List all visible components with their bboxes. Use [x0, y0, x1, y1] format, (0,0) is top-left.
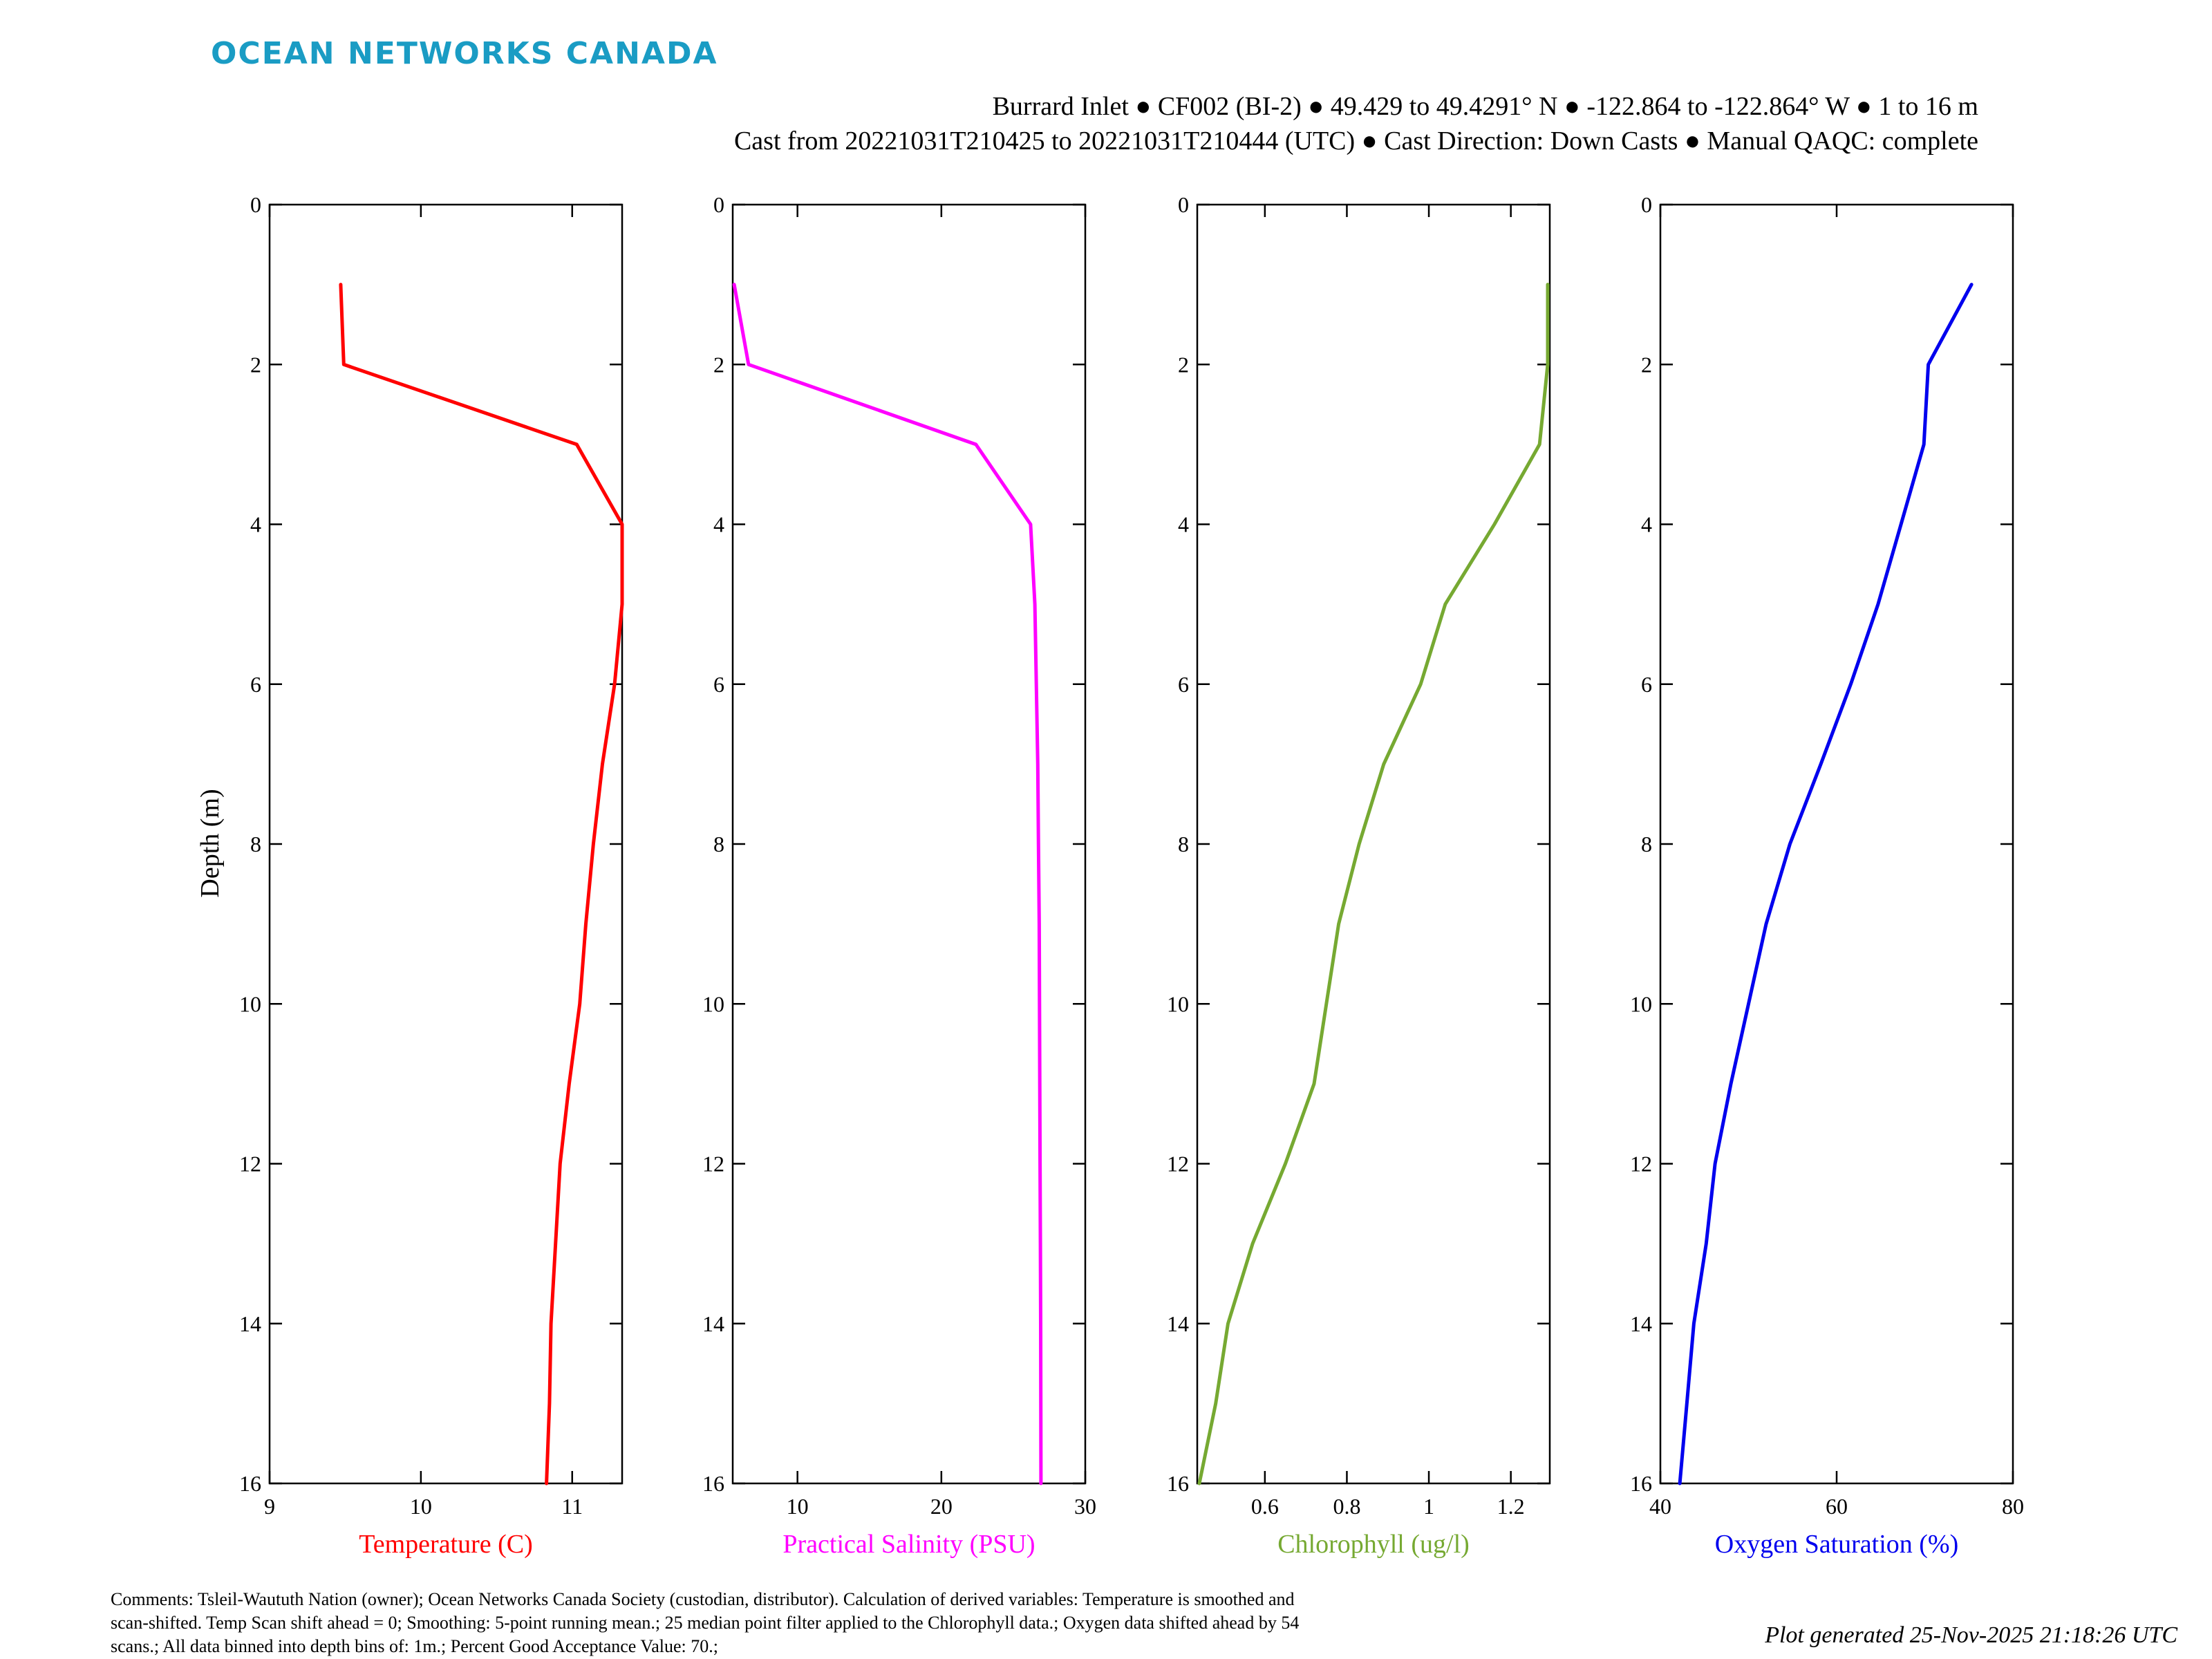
practical-salinity-psu-ytick-label: 0	[713, 192, 724, 217]
chlorophyll-ug-l-ytick-label: 12	[1167, 1152, 1189, 1177]
temperature-c-ytick-label: 4	[250, 512, 261, 537]
temperature-c-axes-frame	[268, 203, 624, 1485]
plot-generated-stamp: Plot generated 25-Nov-2025 21:18:26 UTC	[1764, 1622, 2177, 1648]
oxygen-saturation-ytick-label: 8	[1641, 832, 1652, 856]
temperature-c-ytick-label: 10	[239, 991, 261, 1016]
chlorophyll-ug-l-ytick-label: 8	[1178, 832, 1189, 856]
comments-line-1: Comments: Tsleil-Waututh Nation (owner);…	[111, 1589, 1294, 1609]
temperature-c-ytick-label: 8	[250, 832, 261, 856]
temperature-c-xtick-label: 10	[410, 1494, 432, 1519]
practical-salinity-psu-ytick-label: 14	[702, 1311, 724, 1336]
chlorophyll-ug-l-ytick-label: 4	[1178, 512, 1189, 537]
comments-line-2: scan-shifted. Temp Scan shift ahead = 0;…	[111, 1613, 1299, 1633]
panel-practical-salinity-psu: 0 2 4 6 8 10 12 14 16 10 20 30 Practical Salinity (P…	[702, 192, 1096, 1559]
depth-axis-label: Depth (m)	[196, 789, 225, 897]
panel-chlorophyll-ug-l: 0 2 4 6 8 10 12 14 16 0.6 0.8 1 1.2 Chlorophyll (ug/l…	[1167, 192, 1551, 1559]
oxygen-saturation-axes-frame	[1659, 203, 2014, 1485]
chlorophyll-ug-l-axis-label: Chlorophyll (ug/l)	[1277, 1530, 1470, 1559]
oxygen-saturation-xtick-label: 60	[1826, 1494, 1848, 1519]
practical-salinity-psu-ytick-label: 12	[702, 1152, 724, 1177]
practical-salinity-psu-xtick-label: 10	[787, 1494, 809, 1519]
oxygen-saturation-ytick-label: 16	[1630, 1471, 1652, 1496]
temperature-c-ytick-label: 0	[250, 192, 261, 217]
practical-salinity-psu-xtick-label: 20	[930, 1494, 953, 1519]
chlorophyll-ug-l-xtick-label: 0.6	[1251, 1494, 1279, 1519]
practical-salinity-psu-axes-frame	[731, 203, 1087, 1485]
oxygen-saturation-xtick-label: 40	[1649, 1494, 1671, 1519]
temperature-c-axis-label: Temperature (C)	[359, 1530, 533, 1559]
temperature-c-ytick-label: 14	[239, 1311, 261, 1336]
chlorophyll-ug-l-ytick-label: 6	[1178, 672, 1189, 697]
oxygen-saturation-ytick-label: 14	[1630, 1311, 1652, 1336]
oxygen-saturation-profile-line	[1678, 283, 1974, 1485]
chlorophyll-ug-l-ytick-label: 10	[1167, 991, 1189, 1016]
practical-salinity-psu-axis-label: Practical Salinity (PSU)	[782, 1530, 1035, 1559]
chlorophyll-ug-l-axes-frame	[1196, 203, 1551, 1485]
chlorophyll-ug-l-ytick-label: 14	[1167, 1311, 1189, 1336]
chlorophyll-ug-l-ytick-label: 16	[1167, 1471, 1189, 1496]
oxygen-saturation-xtick-label: 80	[2002, 1494, 2024, 1519]
comments-line-3: scans.; All data binned into depth bins …	[111, 1636, 718, 1656]
oxygen-saturation-axis-label: Oxygen Saturation (%)	[1715, 1530, 1958, 1559]
practical-salinity-psu-ytick-label: 8	[713, 832, 724, 856]
oxygen-saturation-ytick-label: 0	[1641, 192, 1652, 217]
temperature-c-ytick-label: 2	[250, 352, 261, 377]
panel-temperature-c: 0 2 4 6 8 10 12 14 169 10 11 Temperature (C)	[239, 192, 624, 1559]
temperature-c-xtick-label: 9	[264, 1494, 275, 1519]
chlorophyll-ug-l-xtick-label: 1.2	[1497, 1494, 1525, 1519]
chlorophyll-ug-l-ytick-label: 2	[1178, 352, 1189, 377]
oxygen-saturation-ytick-label: 12	[1630, 1152, 1652, 1177]
oxygen-saturation-ytick-label: 2	[1641, 352, 1652, 377]
practical-salinity-psu-profile-line	[732, 283, 1043, 1485]
practical-salinity-psu-ytick-label: 4	[713, 512, 724, 537]
chlorophyll-ug-l-xtick-label: 0.8	[1333, 1494, 1360, 1519]
practical-salinity-psu-ytick-label: 16	[702, 1471, 724, 1496]
oxygen-saturation-ytick-label: 4	[1641, 512, 1652, 537]
chlorophyll-ug-l-ytick-label: 0	[1178, 192, 1189, 217]
temperature-c-ytick-label: 12	[239, 1152, 261, 1177]
temperature-c-ytick-label: 6	[250, 672, 261, 697]
header-line-2: Cast from 20221031T210425 to 20221031T21…	[734, 126, 1978, 156]
practical-salinity-psu-ytick-label: 6	[713, 672, 724, 697]
chlorophyll-ug-l-xtick-label: 1	[1423, 1494, 1434, 1519]
temperature-c-ytick-label: 16	[239, 1471, 261, 1496]
practical-salinity-psu-xtick-label: 30	[1074, 1494, 1096, 1519]
chlorophyll-ug-l-profile-line	[1197, 283, 1550, 1485]
practical-salinity-psu-ytick-label: 2	[713, 352, 724, 377]
oxygen-saturation-ytick-label: 10	[1630, 991, 1652, 1016]
brand-logo: OCEAN NETWORKS CANADA	[211, 36, 718, 71]
temperature-c-xtick-label: 11	[561, 1494, 583, 1519]
oxygen-saturation-ytick-label: 6	[1641, 672, 1652, 697]
practical-salinity-psu-ytick-label: 10	[702, 991, 724, 1016]
temperature-c-profile-line	[339, 283, 624, 1485]
comments-block: Comments: Tsleil-Waututh Nation (owner);…	[111, 1589, 1299, 1656]
header-line-1: Burrard Inlet ● CF002 (BI-2) ● 49.429 to…	[993, 92, 1978, 121]
